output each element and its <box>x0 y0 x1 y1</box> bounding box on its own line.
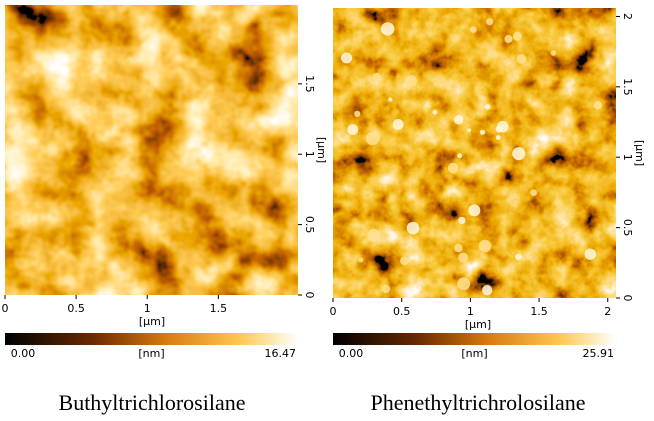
y-tick-label: 0 <box>303 292 316 299</box>
grain <box>478 239 492 253</box>
grain <box>453 115 464 125</box>
colorbar <box>5 333 298 345</box>
grain <box>481 285 493 296</box>
colorbar-min: 0.00 <box>11 347 36 360</box>
grains <box>341 18 603 296</box>
grain <box>497 120 509 133</box>
grain <box>469 168 475 174</box>
grain <box>486 18 494 26</box>
y-tick-label: 0.5 <box>621 219 634 237</box>
caption: Phenethyltrichrolosilane <box>370 390 585 415</box>
x-tick-label: 1.5 <box>530 305 548 318</box>
grain <box>409 278 415 283</box>
grain <box>381 284 391 294</box>
grain <box>372 72 381 82</box>
x-unit: [μm] <box>465 318 491 331</box>
grain <box>495 135 501 141</box>
grain <box>458 252 469 263</box>
y-unit: [μm] <box>315 137 328 163</box>
colorbar-min: 0.00 <box>339 347 364 360</box>
colorbar-unit: [nm] <box>461 347 487 360</box>
grain <box>468 204 481 217</box>
x-tick-label: 1 <box>467 305 474 318</box>
y-tick-label: 1.5 <box>621 78 634 96</box>
grain <box>347 124 359 136</box>
x-tick-label: 2 <box>604 305 611 318</box>
colorbar <box>333 333 616 345</box>
grain <box>392 118 404 130</box>
x-tick-label: 0 <box>2 302 9 315</box>
x-unit: [μm] <box>139 315 165 328</box>
grain <box>383 22 388 28</box>
colorbar-unit: [nm] <box>138 347 164 360</box>
caption: Buthyltrichlorosilane <box>59 390 246 415</box>
afm-image <box>5 5 298 295</box>
grain <box>513 31 523 41</box>
y-tick-label: 2 <box>621 13 634 20</box>
grain <box>365 131 380 146</box>
x-tick-label: 0.5 <box>393 305 411 318</box>
x-tick-label: 0.5 <box>67 302 85 315</box>
grain <box>516 54 527 64</box>
grain <box>405 75 418 87</box>
grain <box>400 256 409 266</box>
grain <box>458 216 466 225</box>
grain <box>515 253 522 260</box>
y-tick-label: 0.5 <box>303 216 316 234</box>
grain <box>406 221 420 235</box>
grain <box>469 26 477 33</box>
grain <box>367 229 381 242</box>
grain <box>432 109 438 115</box>
grain <box>484 104 491 110</box>
colorbar-max: 25.91 <box>583 347 615 360</box>
grain <box>584 248 596 260</box>
grain <box>512 147 526 161</box>
grain <box>467 128 472 133</box>
y-tick-label: 0 <box>621 295 634 302</box>
y-tick-label: 1 <box>303 151 316 158</box>
afm-image <box>333 8 616 298</box>
grain <box>530 189 537 197</box>
grain <box>354 110 361 118</box>
grain <box>550 50 557 56</box>
colorbar-max: 16.47 <box>265 347 297 360</box>
grain <box>341 52 353 64</box>
grain <box>454 243 463 253</box>
x-tick-label: 1 <box>144 302 151 315</box>
grain <box>504 34 513 44</box>
grain <box>358 257 364 263</box>
grain <box>457 153 463 159</box>
y-tick-label: 1.5 <box>303 75 316 93</box>
x-tick-label: 1.5 <box>210 302 228 315</box>
grain <box>457 277 471 291</box>
grain <box>593 101 603 110</box>
y-tick-label: 1 <box>621 154 634 161</box>
grain <box>388 97 393 102</box>
x-tick-label: 0 <box>330 305 337 318</box>
grain <box>479 129 486 135</box>
grain <box>447 162 459 174</box>
y-unit: [μm] <box>633 140 646 166</box>
